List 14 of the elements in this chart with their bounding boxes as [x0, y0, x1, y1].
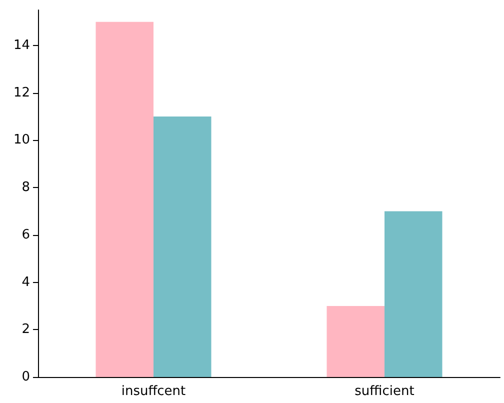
x-tick-label: insuffcent	[121, 384, 186, 399]
bar	[154, 116, 212, 377]
y-tick-label: 10	[13, 132, 30, 148]
bar	[326, 306, 384, 377]
y-tick-label: 0	[22, 370, 30, 384]
y-tick-label: 12	[13, 85, 30, 100]
bar	[96, 22, 154, 377]
x-tick-label: sufficient	[354, 384, 414, 399]
y-tick-label: 8	[22, 180, 30, 196]
y-tick-label: 2	[22, 322, 30, 338]
y-tick-label: 4	[22, 274, 30, 290]
bar	[384, 211, 442, 377]
y-tick-label: 6	[22, 227, 30, 242]
y-tick-label: 14	[13, 38, 30, 54]
